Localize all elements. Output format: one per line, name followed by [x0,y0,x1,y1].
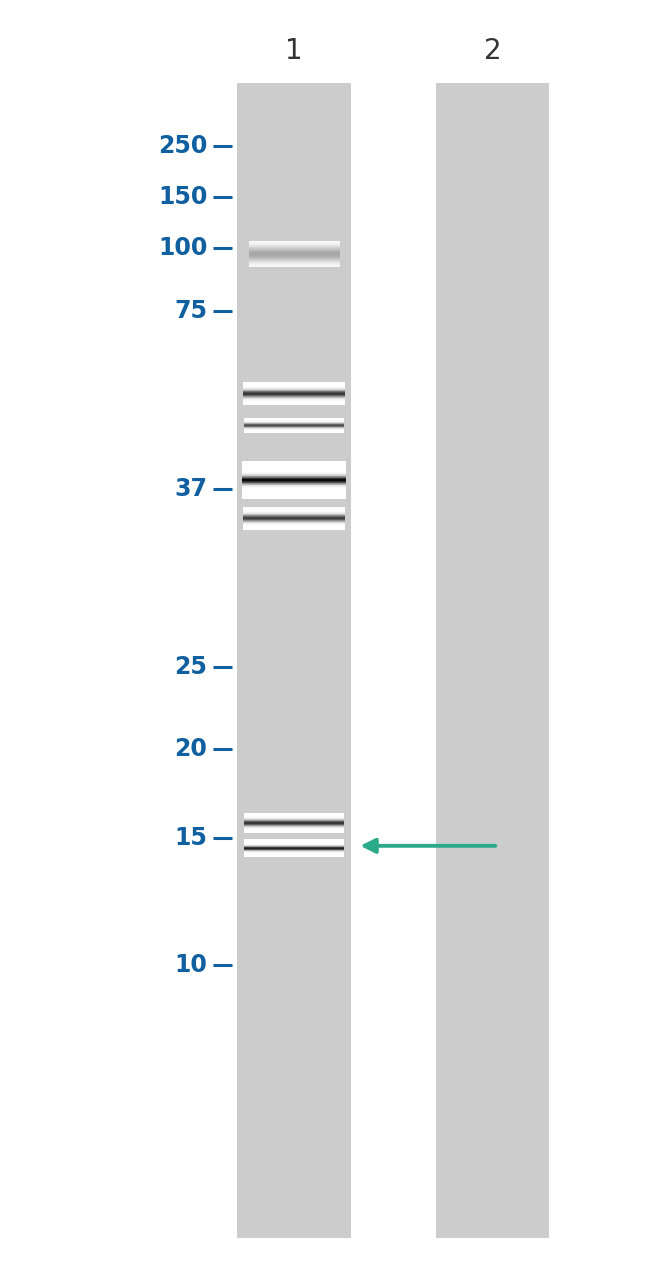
Text: 37: 37 [174,478,207,500]
Text: 15: 15 [174,827,207,850]
Text: 1: 1 [285,37,303,65]
Text: 20: 20 [174,738,207,761]
Text: 25: 25 [174,655,207,678]
Text: 10: 10 [174,954,207,977]
Text: 150: 150 [158,185,207,208]
Text: 250: 250 [158,135,207,157]
Bar [237,83,351,1238]
Bar [436,83,549,1238]
Text: 75: 75 [174,300,207,323]
Text: 100: 100 [158,236,207,259]
Text: 2: 2 [484,37,501,65]
